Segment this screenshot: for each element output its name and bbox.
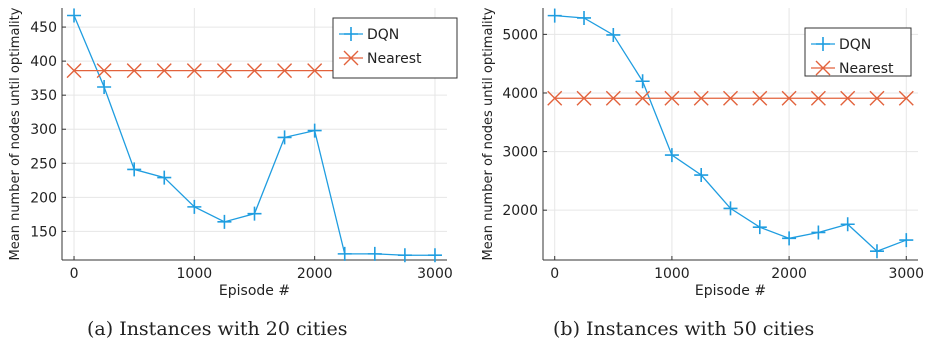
y-tick-label: 150 — [30, 224, 57, 240]
x-tick-label: 3000 — [888, 266, 924, 282]
data-point-nearest — [723, 90, 738, 106]
legend-marker-dqn — [816, 37, 830, 51]
data-point-dqn — [217, 214, 232, 229]
data-point-nearest — [635, 90, 651, 106]
data-point-nearest — [576, 90, 592, 106]
data-point-dqn — [187, 199, 202, 214]
data-point-dqn — [97, 80, 112, 95]
data-point-dqn — [427, 248, 442, 263]
data-point-nearest — [156, 63, 172, 79]
data-point-dqn — [899, 233, 914, 248]
data-point-dqn — [635, 74, 650, 89]
x-tick-label: 1000 — [177, 266, 213, 282]
x-tick-label: 3000 — [417, 266, 453, 282]
data-point-dqn — [723, 201, 738, 216]
data-point-nearest — [752, 90, 768, 106]
data-point-nearest — [547, 90, 563, 106]
data-point-dqn — [127, 162, 142, 177]
chart-panel-a: 0 1000 2000 3000 150 200 250 300 350 400 450 Episod… — [8, 7, 458, 299]
data-point-nearest — [186, 63, 202, 79]
legend-label-dqn: DQN — [367, 27, 399, 43]
y-tick-label: 5000 — [502, 27, 538, 43]
data-point-nearest — [781, 90, 797, 106]
y-tick-label: 250 — [30, 156, 57, 172]
data-point-dqn — [157, 170, 172, 185]
data-point-dqn — [606, 27, 621, 42]
legend-label-nearest: Nearest — [367, 51, 422, 67]
data-point-nearest — [898, 90, 914, 106]
data-point-nearest — [664, 90, 680, 106]
y-axis-label: Mean number of nodes until optimality — [8, 7, 23, 260]
x-tick-label: 2000 — [771, 266, 807, 282]
x-tick-label: 2000 — [297, 266, 333, 282]
data-point-nearest — [66, 63, 82, 79]
data-point-dqn — [247, 206, 262, 221]
y-tick-label: 300 — [30, 122, 57, 138]
data-point-nearest — [693, 90, 709, 106]
data-point-nearest — [605, 90, 621, 106]
data-point-nearest — [869, 90, 885, 106]
data-point-dqn — [337, 246, 352, 261]
caption-a: (a) Instances with 20 cities — [87, 318, 348, 340]
y-tick-label: 3000 — [502, 145, 538, 161]
data-point-nearest — [216, 63, 232, 79]
x-tick-label: 1000 — [654, 266, 690, 282]
x-tick-label: 0 — [550, 266, 559, 282]
data-point-nearest — [840, 90, 856, 106]
data-point-nearest — [96, 63, 112, 79]
legend-label-nearest: Nearest — [839, 61, 894, 77]
y-tick-label: 200 — [30, 190, 57, 206]
legend-marker-dqn — [344, 27, 358, 41]
x-tick-label: 0 — [70, 266, 79, 282]
data-point-dqn — [277, 130, 292, 145]
data-point-dqn — [694, 168, 709, 183]
x-axis-label: Episode # — [695, 283, 766, 299]
data-point-dqn — [752, 220, 767, 235]
y-tick-label: 2000 — [502, 203, 538, 219]
data-point-nearest — [810, 90, 826, 106]
data-point-dqn — [840, 217, 855, 232]
data-point-dqn — [307, 123, 322, 138]
y-axis-label: Mean number of nodes until optimality — [481, 7, 496, 260]
data-point-dqn — [782, 231, 797, 246]
data-point-dqn — [811, 225, 826, 240]
data-point-dqn — [367, 246, 382, 261]
y-tick-label: 400 — [30, 54, 57, 70]
data-point-nearest — [277, 63, 293, 79]
data-point-dqn — [664, 148, 679, 163]
data-point-dqn — [547, 8, 562, 23]
data-point-dqn — [397, 248, 412, 263]
y-tick-label: 4000 — [502, 86, 538, 102]
data-point-dqn — [869, 244, 884, 259]
chart-panel-b: 0 1000 2000 3000 2000 3000 4000 5000 Episode # Me… — [481, 7, 924, 299]
legend-box — [332, 17, 458, 79]
data-point-nearest — [307, 63, 323, 79]
data-point-nearest — [247, 63, 262, 79]
x-axis-label: Episode # — [219, 283, 290, 299]
data-point-dqn — [577, 10, 592, 25]
data-point-dqn — [67, 8, 82, 23]
legend-label-dqn: DQN — [839, 37, 871, 53]
caption-b: (b) Instances with 50 cities — [553, 318, 815, 340]
legend-marker-nearest — [815, 60, 831, 76]
y-tick-label: 350 — [30, 88, 57, 104]
data-point-nearest — [126, 63, 142, 79]
y-tick-label: 450 — [30, 20, 57, 36]
legend-marker-nearest — [343, 50, 359, 66]
